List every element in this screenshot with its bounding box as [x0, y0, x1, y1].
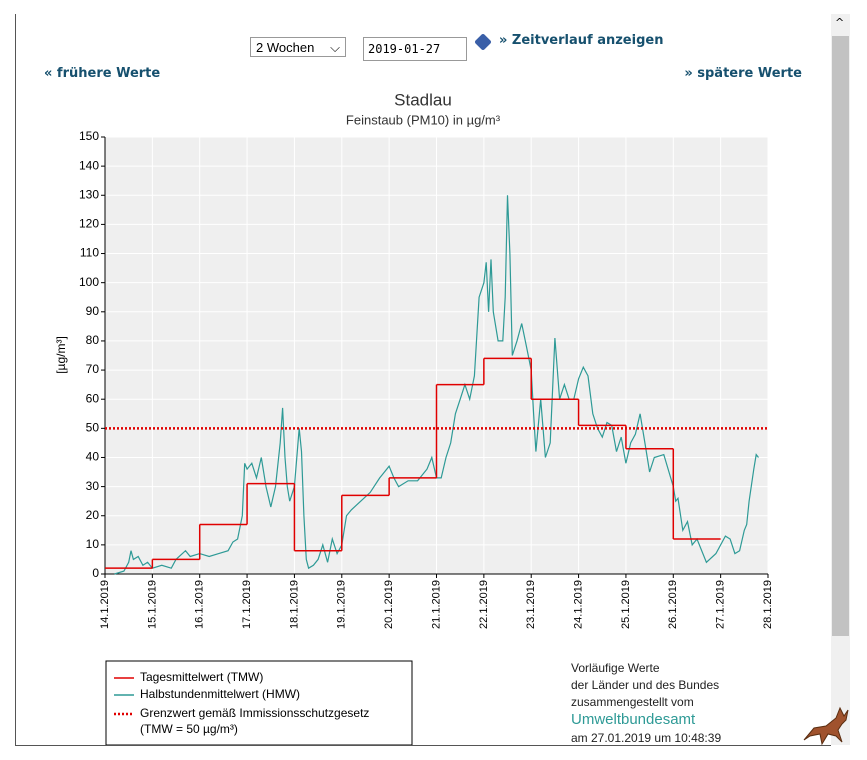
source-line: Vorläufige Werte — [571, 661, 660, 675]
x-tick-label: 25.1.2019 — [620, 580, 632, 629]
legend-label: Grenzwert gemäß Immissionsschutzgesetz — [140, 706, 369, 720]
y-tick-label: 60 — [86, 391, 100, 405]
x-tick-label: 16.1.2019 — [194, 580, 206, 629]
source-line: der Länder und des Bundes — [571, 678, 719, 692]
source-line: Umweltbundesamt — [571, 711, 696, 728]
y-tick-label: 70 — [86, 362, 100, 376]
y-tick-label: 120 — [79, 217, 99, 231]
deer-logo — [803, 706, 849, 746]
y-tick-label: 100 — [79, 275, 99, 289]
period-select[interactable]: 2 Wochen ⌵ — [250, 37, 346, 57]
legend-note: (TMW = 50 µg/m³) — [140, 722, 238, 736]
y-tick-label: 20 — [86, 508, 100, 522]
dropdown-arrow: ⌵ — [330, 40, 340, 55]
source-line: am 27.01.2019 um 10:48:39 — [571, 731, 721, 745]
scroll-thumb[interactable] — [832, 36, 849, 636]
x-tick-label: 18.1.2019 — [288, 580, 300, 629]
legend-box — [105, 660, 413, 745]
x-tick-label: 20.1.2019 — [383, 580, 395, 629]
x-tick-label: 17.1.2019 — [241, 580, 253, 629]
x-tick-label: 23.1.2019 — [525, 580, 537, 629]
later-link[interactable]: » spätere Werte — [684, 66, 802, 81]
x-tick-label: 24.1.2019 — [572, 580, 584, 629]
x-tick-label: 19.1.2019 — [336, 580, 348, 629]
y-tick-label: 150 — [79, 129, 99, 143]
scroll-up[interactable]: ^ — [835, 16, 845, 29]
legend-label: Tagesmittelwert (TMW) — [140, 670, 263, 684]
y-tick-label: 10 — [86, 537, 100, 551]
x-tick-label: 22.1.2019 — [478, 580, 490, 629]
y-tick-label: 140 — [79, 158, 99, 172]
x-tick-label: 15.1.2019 — [146, 580, 158, 629]
y-tick-label: 110 — [80, 246, 99, 260]
chart: Stadlau Feinstaub (PM10) in µg/m³ [µg/m³… — [44, 87, 801, 745]
y-tick-label: 80 — [86, 333, 100, 347]
y-tick-label: 50 — [86, 421, 100, 435]
x-tick-label: 21.1.2019 — [430, 580, 442, 629]
y-tick-label: 130 — [79, 187, 99, 201]
y-tick-label: 40 — [86, 450, 100, 464]
y-tick-label: 30 — [86, 479, 100, 493]
y-tick-label: 0 — [92, 566, 99, 580]
chart-subtitle: Feinstaub (PM10) in µg/m³ — [346, 112, 501, 127]
scrollbar[interactable]: ^ — [831, 14, 850, 745]
legend-label: Halbstundenmittelwert (HMW) — [140, 687, 300, 701]
x-tick-label: 27.1.2019 — [715, 580, 727, 629]
earlier-link[interactable]: « frühere Werte — [44, 66, 161, 81]
y-axis-label: [µg/m³] — [54, 336, 68, 374]
show-link[interactable]: » Zeitverlauf anzeigen — [499, 33, 664, 48]
date-input[interactable]: 2019-01-27 — [363, 37, 467, 61]
x-tick-label: 28.1.2019 — [762, 580, 774, 629]
x-tick-label: 14.1.2019 — [99, 580, 111, 629]
period-text: 2 Wochen — [256, 40, 315, 55]
source-line: zusammengestellt vom — [571, 695, 694, 709]
chart-title: Stadlau — [394, 90, 452, 109]
x-tick-label: 26.1.2019 — [667, 580, 679, 629]
y-tick-label: 90 — [86, 304, 100, 318]
